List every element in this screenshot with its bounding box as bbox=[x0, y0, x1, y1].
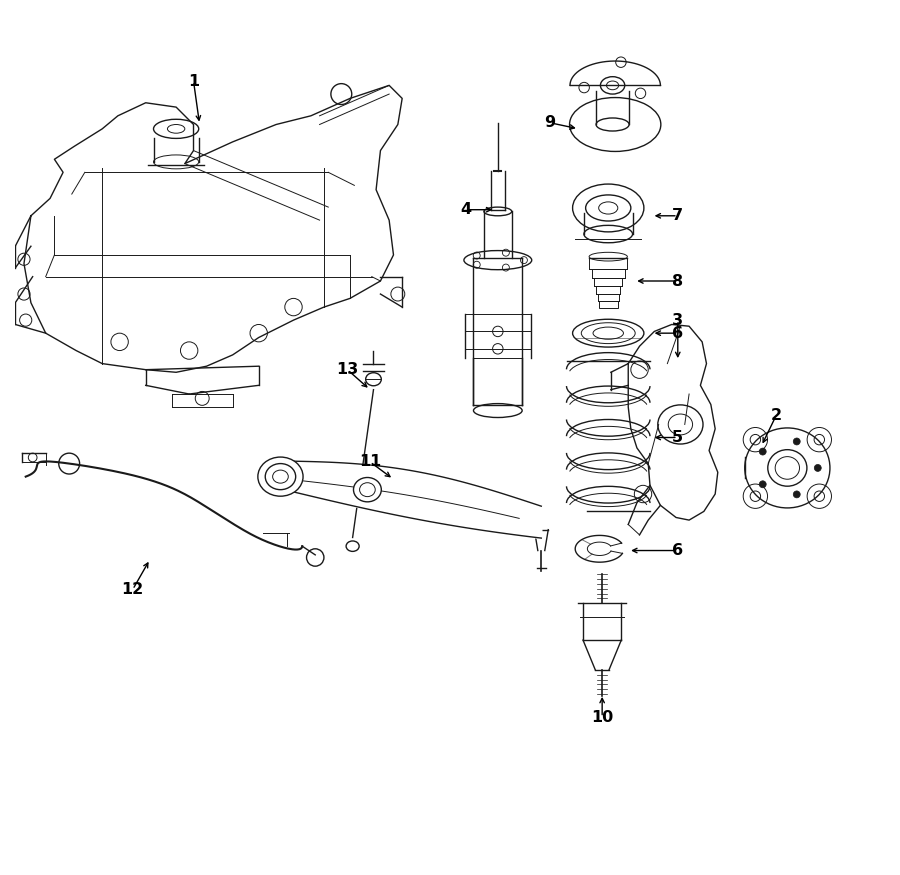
Circle shape bbox=[760, 448, 766, 455]
Bar bbox=[594, 277, 622, 286]
Circle shape bbox=[793, 491, 800, 498]
Text: 12: 12 bbox=[122, 582, 144, 597]
Text: 11: 11 bbox=[359, 454, 381, 469]
Text: 1: 1 bbox=[188, 74, 199, 88]
Text: 2: 2 bbox=[770, 409, 781, 423]
Circle shape bbox=[760, 480, 766, 487]
Text: 13: 13 bbox=[337, 362, 358, 377]
Circle shape bbox=[814, 465, 822, 472]
Bar bbox=[591, 269, 625, 277]
Text: 8: 8 bbox=[672, 274, 683, 289]
Circle shape bbox=[793, 438, 800, 445]
Text: 6: 6 bbox=[672, 543, 683, 558]
Bar bbox=[598, 294, 618, 301]
Bar bbox=[598, 301, 617, 308]
Ellipse shape bbox=[354, 478, 382, 502]
Text: 5: 5 bbox=[672, 430, 683, 445]
Text: 4: 4 bbox=[460, 202, 472, 217]
Text: 3: 3 bbox=[672, 312, 683, 327]
Bar bbox=[596, 286, 620, 294]
Text: 9: 9 bbox=[544, 116, 555, 130]
Ellipse shape bbox=[258, 457, 303, 496]
Text: 10: 10 bbox=[591, 710, 613, 725]
Text: 7: 7 bbox=[672, 208, 683, 223]
Bar bbox=[590, 258, 627, 269]
Text: 6: 6 bbox=[672, 326, 683, 340]
